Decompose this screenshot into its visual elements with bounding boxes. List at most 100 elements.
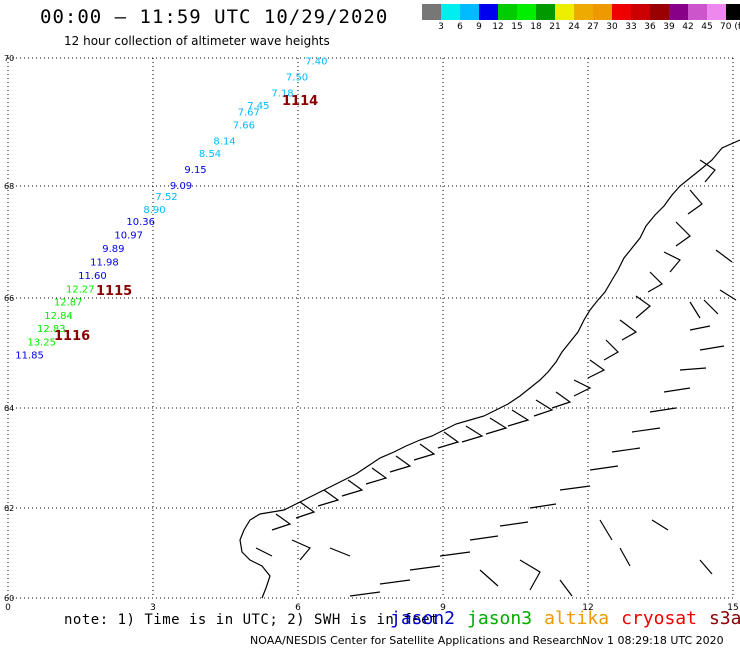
wave-height-label: 10.97 xyxy=(114,231,143,242)
colorbar-label: 36 xyxy=(644,22,656,32)
colorbar-swatch xyxy=(555,4,574,20)
colorbar-label: 24 xyxy=(568,22,580,32)
coastline-segment xyxy=(689,249,737,319)
colorbar-swatch xyxy=(669,4,688,20)
colorbar-swatch xyxy=(536,4,555,20)
wave-height-label: 11.85 xyxy=(15,351,44,362)
coastline-segment xyxy=(255,539,351,561)
colorbar-label: 15 xyxy=(511,22,523,32)
wave-height-label: 10.36 xyxy=(126,217,155,228)
colorbar-label: 3 xyxy=(438,22,444,32)
colorbar-label: 70 (ft) xyxy=(720,22,740,32)
coastline-segment xyxy=(469,485,591,541)
wave-height-label: 7.40 xyxy=(305,56,327,67)
colorbar-swatch xyxy=(593,4,612,20)
colorbar-swatch xyxy=(460,4,479,20)
wave-height-label: 7.52 xyxy=(155,192,177,203)
graticule xyxy=(7,57,734,599)
wave-height-label: 7.67 xyxy=(238,108,260,119)
x-tick-label: 9 xyxy=(440,603,446,613)
coastline-segment xyxy=(479,559,573,597)
colorbar-label: 21 xyxy=(549,22,561,32)
footer-note: note: 1) Time is in UTC; 2) SWH is in fe… xyxy=(64,612,440,628)
wave-height-label: 11.98 xyxy=(90,258,119,269)
satellite-legend: jason2 jason3 altika cryosat s3a xyxy=(390,608,740,629)
coastline-segment xyxy=(317,467,388,507)
satellite-legend-item: s3a xyxy=(708,608,740,629)
y-tick-label: 62 xyxy=(4,504,14,513)
wave-height-label: 7.45 xyxy=(247,101,269,112)
wave-height-label: 12.83 xyxy=(37,324,66,335)
wave-height-label: 9.15 xyxy=(184,165,206,176)
colorbar-swatch xyxy=(612,4,631,20)
coastline-segment xyxy=(599,519,713,575)
wave-height-values: 7.40 7.50 7.187.457.677.66 8.14 8.54 9.15 9.09… xyxy=(15,56,327,361)
colorbar-label: 18 xyxy=(530,22,542,32)
wave-height-label: 8.14 xyxy=(213,136,235,147)
colorbar-swatch xyxy=(650,4,669,20)
map-title: 00:00 – 11:59 UTC 10/29/2020 xyxy=(40,6,389,28)
colorbar-swatch xyxy=(517,4,536,20)
track-label: 1115 xyxy=(96,284,132,299)
coastline-segment xyxy=(389,431,460,473)
y-tick-label: 64 xyxy=(4,404,14,413)
wave-height-label: 12.87 xyxy=(54,298,83,309)
wave-height-colorbar xyxy=(422,4,740,20)
satellite-legend-item: jason2 xyxy=(390,608,456,629)
axis-tick-labels: 0 3 6 9 12 15 70 68 66 64 62 60 xyxy=(4,54,739,613)
generated-date: Nov 1 08:29:18 UTC 2020 xyxy=(582,634,724,647)
y-tick-label: 60 xyxy=(4,594,14,603)
colorbar-label: 39 xyxy=(663,22,675,32)
coastline-segment xyxy=(635,251,681,319)
y-tick-label: 68 xyxy=(4,182,14,191)
colorbar-swatch xyxy=(631,4,650,20)
colorbar-swatch xyxy=(498,4,517,20)
wave-height-label: 9.09 xyxy=(170,181,192,192)
wave-height-label: 7.66 xyxy=(233,120,255,131)
x-tick-label: 15 xyxy=(727,603,738,613)
x-tick-label: 6 xyxy=(295,603,301,613)
x-tick-label: 12 xyxy=(582,603,593,613)
colorbar-label: 12 xyxy=(492,22,504,32)
colorbar-label: 27 xyxy=(587,22,599,32)
coastline-segment xyxy=(239,139,740,599)
colorbar-swatch xyxy=(479,4,498,20)
colorbar-label: 45 xyxy=(701,22,713,32)
colorbar-label: 42 xyxy=(682,22,694,32)
colorbar-label: 6 xyxy=(457,22,463,32)
track-labels: 1114 1115 1116 xyxy=(54,94,318,344)
wave-height-label: 9.89 xyxy=(102,244,124,255)
coastline-segment xyxy=(589,407,677,471)
wave-height-label: 12.27 xyxy=(66,284,95,295)
track-label: 1116 xyxy=(54,329,90,344)
coastline-segment xyxy=(663,325,725,393)
x-tick-label: 0 xyxy=(5,603,11,613)
colorbar-swatch xyxy=(422,4,441,20)
x-tick-label: 3 xyxy=(150,603,156,613)
wave-height-label: 11.60 xyxy=(78,271,107,282)
map-subtitle: 12 hour collection of altimeter wave hei… xyxy=(64,34,330,48)
colorbar-swatch xyxy=(574,4,593,20)
track-label: 1114 xyxy=(282,94,318,109)
coastline-segment xyxy=(533,379,592,417)
satellite-legend-item: jason3 xyxy=(467,608,533,629)
colorbar-swatch xyxy=(707,4,726,20)
wave-height-label: 7.50 xyxy=(286,72,308,83)
wave-height-label: 8.54 xyxy=(199,149,221,160)
coastline-segment xyxy=(675,159,716,247)
colorbar-swatch xyxy=(726,4,740,20)
colorbar-label: 9 xyxy=(476,22,482,32)
satellite-legend-item: altika xyxy=(544,608,610,629)
y-tick-label: 70 xyxy=(4,54,14,63)
wave-height-label: 13.25 xyxy=(27,337,56,348)
satellite-legend-item: cryosat xyxy=(621,608,697,629)
coastline-segment xyxy=(587,319,638,379)
wave-height-label: 8.90 xyxy=(143,205,165,216)
wave-height-label: 7.18 xyxy=(271,88,293,99)
colorbar-swatch xyxy=(688,4,707,20)
y-tick-label: 66 xyxy=(4,294,14,303)
colorbar-label: 30 xyxy=(606,22,618,32)
coastline-segment xyxy=(461,409,530,443)
